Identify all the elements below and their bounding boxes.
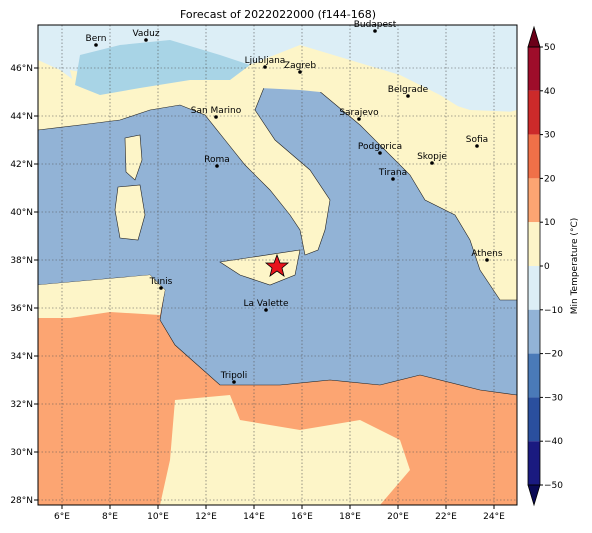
city-label: Zagreb	[284, 61, 316, 71]
city-dot	[264, 308, 268, 312]
city-label: Ljubljana	[245, 56, 286, 66]
colorbar-tick-label: −30	[544, 393, 563, 403]
city-dot	[298, 70, 302, 74]
colorbar: 50 40 30 20 10 0 −10 −20 −30 −40 −50	[527, 25, 563, 507]
colorbar-tick-label: 50	[544, 43, 556, 53]
colorbar-segment	[528, 353, 540, 398]
colorbar-tick-label: −10	[544, 306, 563, 316]
colorbar-tick-label: 10	[544, 218, 556, 228]
lon-grid	[61, 25, 495, 505]
lon-tick-label: 20°E	[387, 512, 409, 522]
city-dot	[263, 65, 267, 69]
city-label: Podgorica	[358, 142, 402, 152]
colorbar-tick-label: 30	[544, 131, 556, 141]
city-dot	[373, 29, 377, 33]
city-label: Roma	[204, 155, 230, 165]
city-label: Budapest	[354, 20, 397, 30]
colorbar-segment	[528, 309, 540, 354]
lon-tick-label: 12°E	[195, 512, 217, 522]
city-label: Tunis	[149, 277, 173, 287]
city-dot	[214, 115, 218, 119]
map-area	[38, 25, 517, 505]
colorbar-tick-label: −50	[544, 481, 563, 491]
map-title: Forecast of 2022022000 (f144-168)	[180, 8, 376, 21]
colorbar-segment	[528, 178, 540, 223]
city-label: Sarajevo	[339, 108, 379, 118]
city-dot	[485, 258, 489, 262]
city-label: Bern	[86, 34, 107, 44]
colorbar-tick-label: 0	[544, 262, 550, 272]
city-label: San Marino	[191, 106, 242, 116]
lon-tick-label: 14°E	[243, 512, 265, 522]
colorbar-segment	[528, 441, 540, 485]
map-frame	[37, 24, 518, 506]
lat-tick-label: 30°N	[10, 448, 33, 458]
city-dot	[378, 151, 382, 155]
city-dot	[144, 38, 148, 42]
city-label: Athens	[471, 249, 502, 259]
colorbar-label: Min Temperature (°C)	[570, 218, 580, 315]
colorbar-segment	[528, 222, 540, 266]
colorbar-segment	[528, 266, 540, 310]
city-dot	[391, 177, 395, 181]
colorbar-segment	[528, 90, 540, 135]
lat-tick-label: 36°N	[10, 304, 33, 314]
city-label: Sofia	[466, 135, 488, 145]
city-dot	[406, 94, 410, 98]
city-label: Tripoli	[220, 371, 248, 381]
colorbar-tick-label: −40	[544, 437, 563, 447]
city-dot	[215, 164, 219, 168]
lat-tick-label: 46°N	[10, 64, 33, 74]
colorbar-tick-label: 40	[544, 87, 556, 97]
city-dot	[232, 380, 236, 384]
city-dot	[159, 286, 163, 290]
lat-tick-label: 28°N	[10, 496, 33, 506]
city-label: Tirana	[378, 168, 407, 178]
colorbar-segment	[528, 134, 540, 179]
lat-tick-label: 32°N	[10, 400, 33, 410]
city-label: La Valette	[244, 299, 289, 309]
city-label: Vaduz	[132, 29, 159, 39]
lat-tick-label: 34°N	[10, 352, 33, 362]
city-dot	[357, 117, 361, 121]
city-dot	[430, 161, 434, 165]
event-marker	[264, 253, 290, 277]
lon-tick-label: 10°E	[147, 512, 169, 522]
city-label: Belgrade	[388, 85, 429, 95]
colorbar-tick-label: 20	[544, 174, 556, 184]
lat-tick-label: 40°N	[10, 208, 33, 218]
lon-tick-label: 24°E	[483, 512, 505, 522]
colorbar-segment	[528, 47, 540, 91]
lat-tick-label: 42°N	[10, 160, 33, 170]
lat-grid	[38, 67, 517, 501]
city-dot	[94, 43, 98, 47]
lat-ticks: 46°N 44°N 42°N 40°N 38°N 36°N 34°N 32°N 30°N 28°N	[10, 64, 38, 506]
colorbar-extend	[527, 484, 541, 507]
lon-tick-label: 18°E	[339, 512, 361, 522]
colorbar-tick-label: −20	[544, 350, 563, 360]
lon-tick-label: 16°E	[291, 512, 313, 522]
city-dot	[475, 144, 479, 148]
city-label: Skopje	[417, 152, 447, 162]
lon-tick-label: 6°E	[54, 512, 70, 522]
lon-tick-label: 22°E	[435, 512, 457, 522]
colorbar-segment	[528, 397, 540, 442]
lon-tick-label: 8°E	[102, 512, 118, 522]
lon-ticks: 6°E 8°E 10°E 12°E 14°E 16°E 18°E 20°E 22°E 24°E	[54, 505, 505, 522]
lat-tick-label: 38°N	[10, 256, 33, 266]
colorbar-extend	[527, 25, 541, 48]
lat-tick-label: 44°N	[10, 112, 33, 122]
